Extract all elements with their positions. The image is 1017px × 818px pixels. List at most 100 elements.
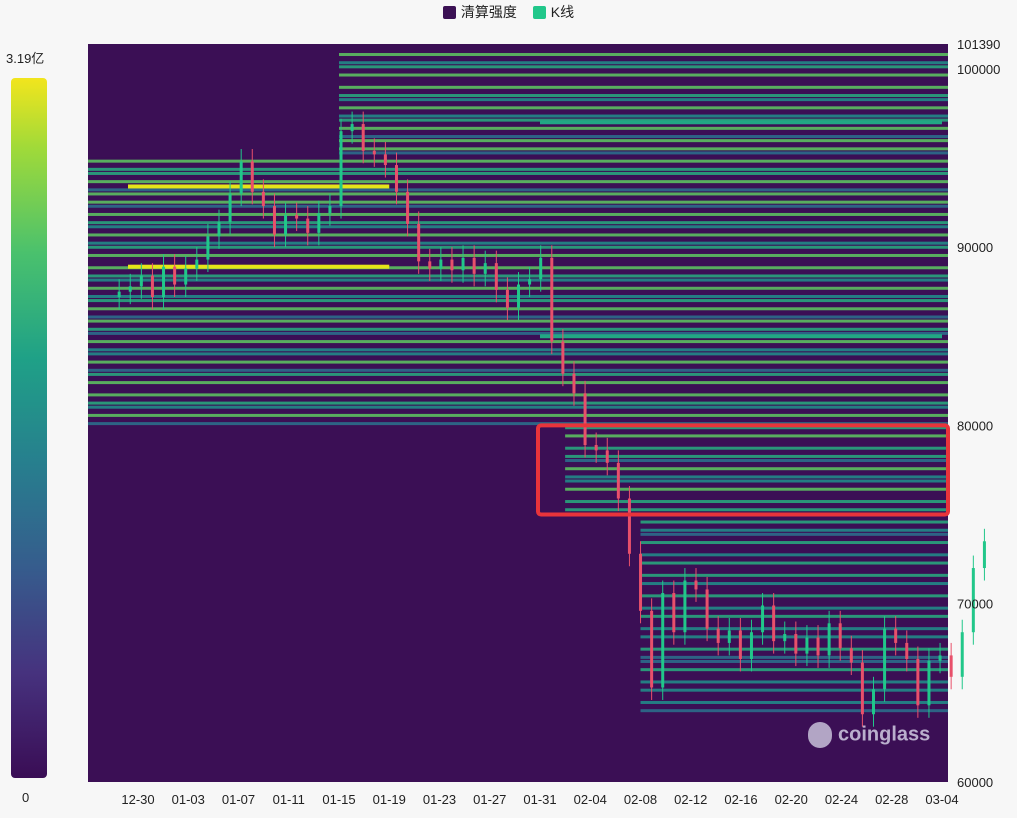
heat-band	[640, 561, 948, 565]
candle-body	[372, 150, 376, 155]
y-tick-label: 70000	[957, 597, 993, 612]
y-tick-label: 60000	[957, 775, 993, 790]
heat-band	[565, 426, 948, 430]
candle-body	[217, 222, 221, 237]
candle-body	[461, 257, 465, 271]
notable-band-3	[540, 334, 942, 339]
heat-band	[88, 401, 948, 405]
heat-band	[88, 204, 948, 208]
candle-body	[439, 259, 443, 269]
candle-body	[772, 605, 776, 642]
x-tick-label: 02-16	[724, 792, 757, 807]
candle-body	[550, 257, 554, 342]
heat-band	[565, 487, 948, 491]
candle-body	[738, 630, 742, 659]
candle-body	[250, 161, 254, 192]
heat-band	[88, 307, 948, 311]
y-tick-label: 101390	[957, 37, 1000, 52]
candle-body	[860, 662, 864, 715]
candle-body	[284, 214, 288, 235]
legend-item-liquidation[interactable]: 清算强度	[442, 2, 517, 22]
coinglass-logo-icon	[808, 722, 832, 748]
heat-band	[88, 274, 948, 278]
heat-band	[88, 253, 948, 257]
heat-band	[88, 159, 948, 163]
heat-band	[88, 327, 948, 331]
heat-band	[640, 606, 948, 610]
coinglass-watermark: coinglass	[808, 722, 930, 748]
candle-body	[162, 266, 166, 298]
legend-item-kline[interactable]: K线	[532, 2, 574, 22]
heat-band	[640, 614, 948, 618]
heat-band	[640, 659, 948, 663]
heat-band	[88, 266, 948, 270]
heat-band	[88, 221, 948, 225]
colorbar[interactable]	[11, 78, 47, 778]
heat-band	[565, 454, 948, 458]
heat-band	[88, 372, 948, 376]
heat-band	[88, 381, 948, 385]
x-tick-label: 01-23	[423, 792, 456, 807]
candle-body	[239, 161, 243, 194]
empty-region	[88, 44, 339, 158]
heat-band	[88, 188, 948, 192]
heat-band	[88, 360, 948, 364]
plot-background	[88, 44, 948, 782]
heat-band	[88, 368, 948, 372]
heat-band	[339, 73, 948, 77]
candle-body	[339, 131, 343, 207]
candle-body	[539, 257, 543, 280]
heat-band	[88, 85, 948, 89]
watermark-text: coinglass	[838, 723, 931, 746]
heat-band	[640, 553, 948, 557]
candle-body	[494, 263, 498, 290]
x-tick-label: 01-03	[172, 792, 205, 807]
heat-band	[339, 53, 948, 57]
candle-body	[272, 206, 276, 235]
heat-band	[88, 245, 948, 249]
y-tick-label: 80000	[957, 418, 993, 433]
heat-band	[640, 635, 948, 639]
candle-body	[694, 580, 698, 590]
x-tick-label: 02-20	[775, 792, 808, 807]
heat-band	[640, 668, 948, 672]
heat-band	[640, 680, 948, 684]
candle-body	[228, 193, 232, 223]
heat-band	[640, 582, 948, 586]
heat-band	[88, 192, 948, 196]
y-tick-label: 90000	[957, 240, 993, 255]
candle-body	[971, 568, 975, 633]
candle-body	[605, 450, 609, 463]
heat-band	[88, 167, 948, 171]
candle-body	[572, 373, 576, 394]
heat-band	[640, 700, 948, 704]
heat-band	[88, 319, 948, 323]
candle-body	[195, 259, 199, 269]
y-tick-label: 100000	[957, 62, 1000, 77]
heat-band	[88, 118, 948, 122]
candle-body	[849, 648, 853, 663]
candle-body	[727, 630, 731, 643]
heat-band	[88, 278, 948, 282]
x-tick-label: 01-11	[273, 792, 305, 807]
colorbar-min-label: 0	[22, 790, 30, 805]
x-tick-label: 02-04	[574, 792, 607, 807]
candle-body	[306, 218, 310, 233]
x-tick-label: 01-27	[473, 792, 506, 807]
candle-body	[517, 284, 521, 308]
heat-band	[88, 315, 948, 319]
notable-band-4	[540, 120, 942, 125]
heat-band	[88, 98, 948, 102]
heat-band	[640, 528, 948, 532]
candle-body	[472, 257, 476, 274]
heat-band	[640, 709, 948, 713]
heat-band	[88, 94, 948, 98]
candle-body	[661, 592, 665, 688]
candle-body	[749, 632, 753, 659]
heat-band	[88, 331, 948, 335]
candle-body	[173, 266, 177, 285]
heat-band	[88, 180, 948, 184]
heat-band	[88, 352, 948, 356]
heat-band	[640, 688, 948, 692]
